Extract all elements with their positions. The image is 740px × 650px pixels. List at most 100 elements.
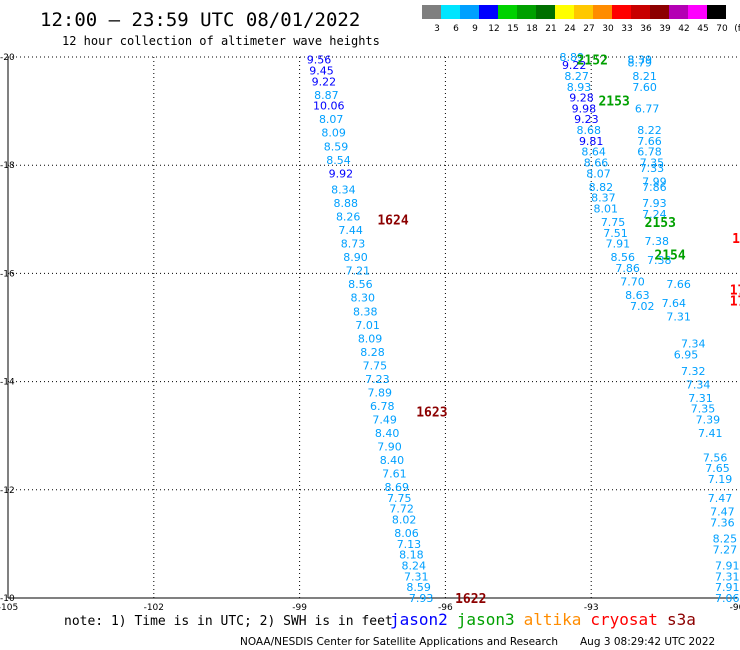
wave-height-label: 7.75 bbox=[387, 492, 412, 505]
colorbar-tick-label: 70 bbox=[716, 24, 728, 34]
wave-height-label: 7.36 bbox=[710, 516, 735, 529]
wave-height-label: 7.61 bbox=[382, 468, 407, 481]
wave-height-label: 6.95 bbox=[674, 349, 699, 362]
wave-height-label: 8.07 bbox=[586, 167, 611, 180]
wave-height-label: 7.93 bbox=[642, 197, 667, 210]
wave-height-label: 8.56 bbox=[348, 278, 373, 291]
wave-height-label: 8.37 bbox=[591, 192, 616, 205]
colorbar-tick-label: 27 bbox=[583, 24, 594, 34]
pass-time-label: 17 bbox=[732, 232, 740, 247]
x-tick-label: -99 bbox=[292, 603, 307, 613]
wave-height-label: 7.86 bbox=[642, 181, 667, 194]
axis-frame bbox=[7, 57, 737, 599]
wave-height-label: 8.82 bbox=[589, 181, 614, 194]
wave-height-label: 8.40 bbox=[375, 427, 400, 440]
colorbar-swatch bbox=[593, 5, 612, 19]
wave-height-label: 8.18 bbox=[399, 549, 424, 562]
wave-height-label: 7.90 bbox=[377, 441, 402, 454]
pass-time-label: 17 bbox=[730, 294, 740, 309]
y-tick-label: -10 bbox=[0, 594, 15, 604]
wave-height-label: 9.92 bbox=[329, 167, 354, 180]
wave-height-label: 7.60 bbox=[632, 81, 657, 94]
wave-height-label: 7.39 bbox=[696, 413, 721, 426]
wave-height-label: 7.35 bbox=[691, 403, 716, 416]
wave-height-label: 9.45 bbox=[309, 65, 334, 78]
tick-labels: -105 -102 -99 -96 -93 -90 -10 -12 -14 -16 -18 -20 bbox=[0, 53, 740, 613]
wave-height-label: 8.27 bbox=[564, 70, 589, 83]
wave-height-label: 7.21 bbox=[346, 265, 371, 278]
wave-height-label: 7.89 bbox=[368, 386, 393, 399]
wave-height-label: 6.78 bbox=[637, 146, 662, 159]
colorbar-swatch bbox=[517, 5, 536, 19]
wave-height-label: 9.22 bbox=[312, 75, 337, 88]
wave-height-label: 8.66 bbox=[584, 156, 609, 169]
colorbar-swatch bbox=[669, 5, 688, 19]
colorbar-swatch bbox=[612, 5, 631, 19]
x-tick-label: -96 bbox=[438, 603, 453, 613]
wave-height-label: 8.09 bbox=[358, 332, 383, 345]
data-points: 7.938.597.318.248.187.138.068.027.727.75… bbox=[307, 51, 740, 605]
satellite-name-jason3: jason3 bbox=[457, 610, 515, 629]
colorbar-tick-label: 3 bbox=[434, 24, 440, 34]
colorbar-swatch bbox=[441, 5, 460, 19]
colorbar-tick-label: 9 bbox=[472, 24, 478, 34]
wave-height-label: 7.01 bbox=[355, 319, 380, 332]
wave-height-label: 8.68 bbox=[577, 124, 602, 137]
colorbar-tick-label: 18 bbox=[526, 24, 538, 34]
wave-height-label: 6.78 bbox=[370, 400, 395, 413]
pass-time-label: 1624 bbox=[377, 213, 408, 228]
wave-height-label: 7.70 bbox=[620, 276, 645, 289]
colorbar-swatch bbox=[631, 5, 650, 19]
colorbar-tick-label: 36 bbox=[640, 24, 652, 34]
x-tick-label: -93 bbox=[584, 603, 599, 613]
wave-height-label: 8.28 bbox=[360, 346, 385, 359]
wave-height-label: 7.34 bbox=[686, 378, 711, 391]
wave-height-label: 9.56 bbox=[307, 54, 332, 67]
wave-height-label: 8.34 bbox=[331, 184, 356, 197]
footer-note: note: 1) Time is in UTC; 2) SWH is in fe… bbox=[64, 614, 393, 629]
wave-height-label: 7.33 bbox=[640, 162, 665, 175]
wave-height-label: 8.90 bbox=[343, 251, 368, 264]
wave-height-label: 7.31 bbox=[404, 570, 429, 583]
colorbar-tick-label: 12 bbox=[488, 24, 499, 34]
colorbar-swatch bbox=[574, 5, 593, 19]
pass-time-label: 2152 bbox=[577, 54, 608, 69]
colorbar-swatch bbox=[498, 5, 517, 19]
wave-height-label: 9.81 bbox=[579, 135, 604, 148]
wave-height-label: 8.01 bbox=[594, 202, 619, 215]
wave-height-label: 8.30 bbox=[351, 292, 376, 305]
footer-timestamp: Aug 3 08:29:42 UTC 2022 bbox=[580, 636, 715, 648]
wave-height-label: 8.38 bbox=[353, 305, 378, 318]
wave-height-label: 9.98 bbox=[572, 102, 597, 115]
wave-height-label: 10.06 bbox=[313, 100, 345, 113]
footer-credit: NOAA/NESDIS Center for Satellite Applica… bbox=[240, 636, 558, 648]
wave-height-label: 7.93 bbox=[409, 592, 434, 605]
wave-height-label: 8.25 bbox=[713, 532, 738, 545]
wave-height-label: 8.26 bbox=[336, 211, 361, 224]
wave-height-label: 8.24 bbox=[402, 560, 427, 573]
wave-height-label: 7.24 bbox=[642, 208, 667, 221]
wave-height-label: 8.56 bbox=[611, 251, 636, 264]
wave-height-label: 7.65 bbox=[705, 462, 730, 475]
wave-height-label: 7.91 bbox=[715, 560, 740, 573]
colorbar-tick-label: (ft) bbox=[734, 24, 740, 34]
y-tick-label: -20 bbox=[0, 53, 15, 63]
wave-height-label: 7.56 bbox=[703, 451, 728, 464]
wave-height-label: 7.19 bbox=[708, 473, 733, 486]
colorbar-swatch bbox=[650, 5, 669, 19]
wave-height-label: 8.69 bbox=[385, 481, 410, 494]
x-tick-label: -105 bbox=[0, 603, 18, 613]
wave-height-label: 7.38 bbox=[645, 235, 670, 248]
wave-height-label: 7.38 bbox=[647, 254, 672, 267]
wave-height-label: 8.73 bbox=[341, 238, 366, 251]
wave-height-label: 7.31 bbox=[715, 570, 740, 583]
wave-height-label: 8.06 bbox=[394, 527, 419, 540]
y-tick-label: -16 bbox=[0, 269, 15, 279]
wave-height-label: 7.13 bbox=[397, 538, 422, 551]
wave-height-label: 8.54 bbox=[326, 154, 351, 167]
wave-height-label: 7.75 bbox=[363, 359, 388, 372]
wave-height-label: 8.63 bbox=[625, 289, 650, 302]
satellite-legend: jason2 jason3 altika cryosat s3a bbox=[390, 610, 696, 629]
wave-height-label: 8.22 bbox=[637, 124, 662, 137]
